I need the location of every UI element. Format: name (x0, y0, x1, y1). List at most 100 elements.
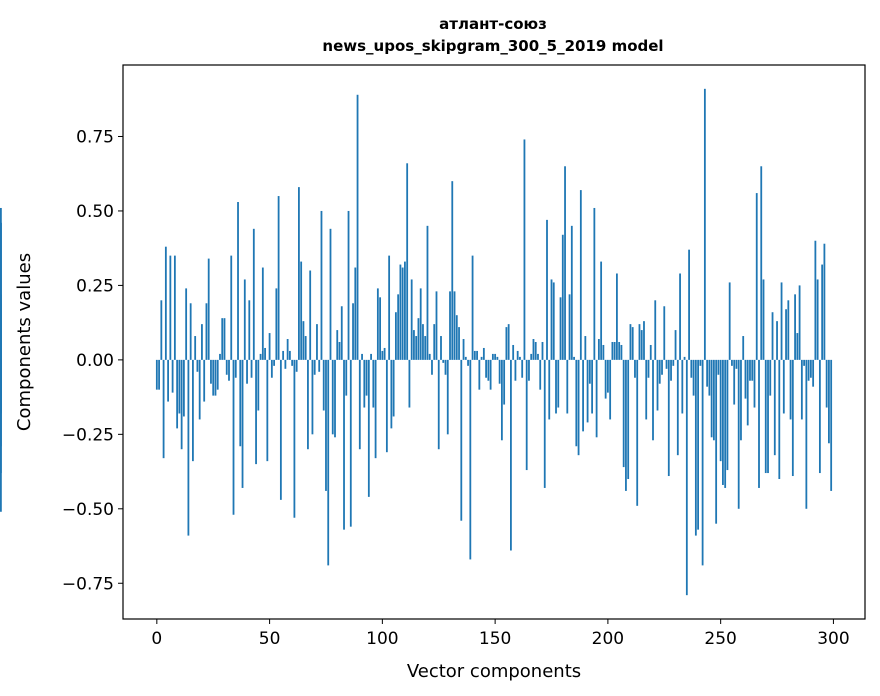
bar (449, 291, 451, 360)
bar (722, 359, 724, 485)
bar (629, 324, 632, 360)
bar (514, 359, 517, 381)
plot-frame (122, 64, 866, 620)
bar (658, 359, 661, 384)
bar (273, 359, 275, 366)
y-tick-label: −0.75 (62, 574, 114, 594)
bar (627, 359, 630, 480)
bar (239, 359, 242, 447)
bar (546, 219, 548, 360)
bar (203, 359, 206, 402)
bar (649, 344, 652, 360)
bar (825, 359, 828, 408)
bar (663, 306, 666, 360)
bar (417, 318, 420, 360)
bar (410, 279, 413, 360)
bar (744, 359, 747, 399)
bar (343, 359, 345, 530)
bar (782, 359, 785, 414)
bar (582, 359, 584, 432)
bar (800, 359, 803, 420)
bar (534, 342, 537, 360)
bar (814, 240, 817, 360)
bar (210, 359, 212, 384)
bar (288, 350, 291, 360)
bar (198, 359, 201, 420)
bar (216, 359, 219, 390)
bar (433, 324, 436, 360)
bar (180, 359, 183, 450)
bar (674, 330, 677, 360)
bar (611, 342, 614, 360)
bar (710, 359, 713, 438)
bar (654, 300, 657, 360)
bar (602, 344, 605, 360)
bar (521, 359, 524, 378)
bar (232, 359, 235, 515)
bar (275, 288, 278, 360)
y-axis-label: Components values (14, 253, 35, 431)
bar (604, 359, 607, 399)
bar (160, 300, 163, 360)
bar (767, 359, 769, 474)
bar (683, 356, 686, 360)
bar (803, 359, 805, 366)
bar (769, 359, 772, 396)
bar (352, 303, 354, 360)
bar (365, 359, 368, 396)
bar (588, 359, 591, 384)
bar (699, 359, 702, 366)
bar (780, 282, 783, 360)
bar (169, 255, 172, 360)
bar (532, 339, 535, 360)
bar (776, 321, 778, 360)
x-tick-label: 100 (366, 629, 398, 649)
bar (564, 166, 566, 360)
bar (291, 359, 294, 366)
bar (798, 285, 801, 360)
bar (818, 359, 821, 474)
bar (789, 359, 792, 420)
bar (363, 359, 366, 408)
bar (821, 264, 824, 360)
bar (311, 359, 314, 435)
y-tick-label: 0.50 (76, 202, 114, 222)
bar (740, 359, 742, 441)
bar (284, 359, 287, 369)
bar (661, 359, 663, 375)
bar (221, 318, 224, 360)
x-tick-label: 250 (704, 629, 736, 649)
bar (503, 359, 506, 405)
bar (462, 339, 465, 360)
bar (724, 359, 727, 488)
bar (764, 359, 767, 474)
bar (491, 353, 494, 360)
bar (638, 324, 641, 360)
bar (577, 359, 580, 456)
bar (431, 359, 433, 375)
bars-group (0, 88, 833, 596)
bar (823, 243, 826, 360)
bar (345, 359, 348, 396)
bar (591, 359, 593, 414)
bar (286, 339, 289, 360)
bar (379, 297, 381, 360)
bar (316, 324, 318, 360)
bar (246, 359, 248, 384)
bar (313, 359, 316, 375)
bar (327, 359, 330, 566)
bar (259, 353, 262, 360)
bar (458, 327, 460, 360)
bar (586, 359, 589, 423)
bar (805, 359, 808, 509)
bar (336, 330, 339, 360)
bar (464, 356, 467, 360)
bar (579, 190, 582, 360)
bar (0, 359, 2, 512)
bar (541, 342, 544, 360)
bar (701, 359, 704, 566)
bar (322, 359, 325, 411)
bar (703, 88, 706, 360)
bar (755, 193, 758, 360)
